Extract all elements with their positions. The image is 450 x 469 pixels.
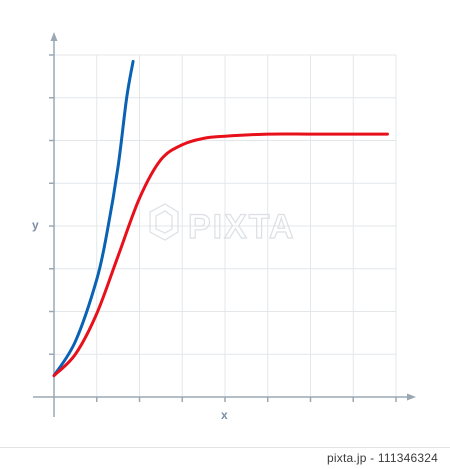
grid [54,54,397,397]
x-axis-label: x [221,408,228,422]
footer-bar: pixta.jp - 111346324 [0,447,450,469]
series-layer [52,59,389,378]
series-line-2 [52,132,389,378]
x-axis-arrow [407,393,416,401]
x-axis-ticks [96,397,397,402]
footer-text: pixta.jp - 111346324 [327,451,438,465]
watermark-logo-icon [149,203,179,241]
y-axis-ticks [49,54,54,355]
watermark: PIXTA [149,203,296,247]
watermark-text: PIXTA [188,208,296,246]
y-axis-arrow [50,32,58,41]
series-line-1 [52,59,135,378]
y-axis-label: y [32,218,39,232]
